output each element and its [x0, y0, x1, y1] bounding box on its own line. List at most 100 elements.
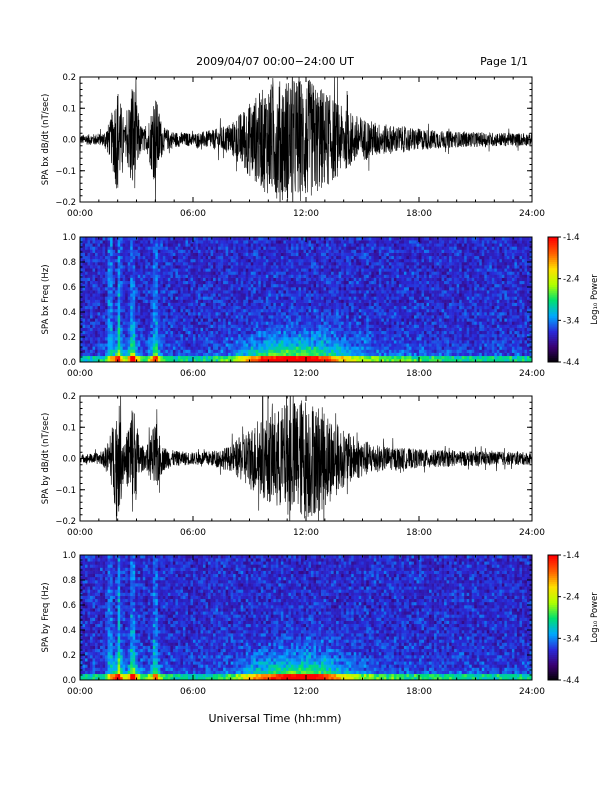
spectrogram-cell: [167, 262, 171, 266]
spectrogram-cell: [225, 312, 229, 316]
spectrogram-cell: [346, 321, 349, 325]
spectrogram-cell: [208, 349, 211, 353]
spectrogram-cell: [275, 315, 279, 319]
spectrogram-cell: [250, 262, 254, 266]
spectrogram-cell: [208, 340, 211, 344]
spectrogram-cell: [308, 290, 312, 294]
spectrogram-cell: [160, 249, 164, 253]
spectrogram-cell: [152, 265, 156, 269]
spectrogram-cell: [200, 296, 204, 300]
spectrogram-cell: [356, 355, 360, 360]
spectrogram-cell: [160, 355, 164, 360]
spectrogram-cell: [313, 252, 317, 257]
spectrogram-cell: [170, 308, 174, 313]
spectrogram-cell: [193, 330, 196, 335]
spectrogram-cell: [180, 237, 184, 241]
spectrogram-cell: [198, 240, 201, 244]
spectrogram-cell: [351, 352, 355, 357]
spectrogram-cell: [120, 262, 123, 266]
spectrogram-cell: [137, 287, 141, 291]
spectrogram-cell: [137, 327, 141, 332]
spectrogram-cell: [311, 283, 314, 288]
spectrogram-cell: [80, 352, 83, 357]
spectrogram-cell: [100, 265, 103, 269]
spectrogram-cell: [253, 327, 257, 332]
spectrogram-cell: [180, 305, 184, 310]
spectrogram-cell: [185, 355, 189, 360]
spectrogram-cell: [125, 352, 129, 357]
spectrogram-cell: [87, 355, 91, 360]
spectrogram-cell: [368, 293, 372, 297]
spectrogram-cell: [157, 318, 161, 322]
spectrogram-cell: [308, 355, 312, 360]
spectrogram-cell: [120, 349, 123, 353]
spectrogram-cell: [80, 358, 83, 363]
spectrogram-cell: [203, 290, 206, 294]
spectrogram-cell: [200, 283, 204, 288]
spectrogram-cell: [253, 352, 257, 357]
spectrogram-cell: [295, 355, 299, 360]
spectrogram-cell: [268, 274, 272, 278]
spectrogram-cell: [268, 355, 272, 360]
spectrogram-cell: [198, 346, 201, 350]
spectrogram-cell: [260, 258, 264, 263]
spectrogram-cell: [157, 327, 161, 332]
spectrogram-cell: [358, 237, 362, 241]
spectrogram-cell: [200, 321, 204, 325]
spectrogram-cell: [243, 349, 247, 353]
spectrogram-cell: [102, 333, 106, 338]
spectrogram-cell: [381, 324, 385, 328]
spectrogram-cell: [343, 312, 347, 316]
spectrogram-cell: [270, 274, 274, 278]
spectrogram-cell: [157, 358, 161, 363]
spectrogram-cell: [193, 280, 196, 285]
spectrogram-cell: [82, 237, 86, 241]
spectrogram-cell: [368, 355, 372, 360]
spectrogram-cell: [295, 343, 299, 347]
spectrogram-cell: [205, 343, 209, 347]
spectrogram-cell: [107, 262, 111, 266]
spectrogram-cell: [220, 265, 224, 269]
spectrogram-cell: [270, 343, 274, 347]
spectrogram-cell: [213, 321, 216, 325]
spectrogram-cell: [218, 352, 221, 357]
spectrogram-cell: [115, 312, 118, 316]
spectrogram-cell: [235, 312, 239, 316]
spectrogram-cell: [331, 280, 334, 285]
spectrogram-cell: [328, 318, 332, 322]
spectrogram-cell: [140, 333, 144, 338]
spectrogram-cell: [92, 355, 96, 360]
spectrogram-cell: [361, 302, 365, 307]
spectrogram-cell: [381, 268, 385, 272]
spectrogram-cell: [203, 327, 206, 332]
spectrogram-cell: [147, 277, 151, 282]
spectrogram-cell: [225, 340, 229, 344]
spectrogram-cell: [331, 243, 334, 247]
spectrogram-cell: [240, 315, 244, 319]
spectrogram-cell: [147, 312, 151, 316]
spectrogram-cell: [125, 349, 129, 353]
spectrogram-cell: [177, 255, 181, 260]
spectrogram-cell: [371, 333, 375, 338]
spectrogram-cell: [348, 315, 352, 319]
spectrogram-cell: [180, 321, 184, 325]
spectrogram-cell: [235, 283, 239, 288]
spectrogram-cell: [185, 280, 189, 285]
spectrogram-cell: [260, 280, 264, 285]
spectrogram-cell: [147, 337, 151, 341]
spectrogram-cell: [295, 346, 299, 350]
spectrogram-cell: [142, 340, 146, 344]
spectrogram-cell: [240, 349, 244, 353]
spectrogram-cell: [177, 246, 181, 250]
spectrogram-cell: [137, 330, 141, 335]
spectrogram-cell: [137, 312, 141, 316]
spectrogram-cell: [223, 330, 226, 335]
spectrogram-cell: [140, 283, 144, 288]
spectrogram-cell: [92, 246, 96, 250]
spectrogram-cell: [260, 240, 264, 244]
spectrogram-cell: [82, 327, 86, 332]
spectrogram-cell: [318, 274, 322, 278]
spectrogram-cell: [127, 243, 131, 247]
spectrogram-cell: [378, 246, 382, 250]
spectrogram-cell: [273, 243, 277, 247]
